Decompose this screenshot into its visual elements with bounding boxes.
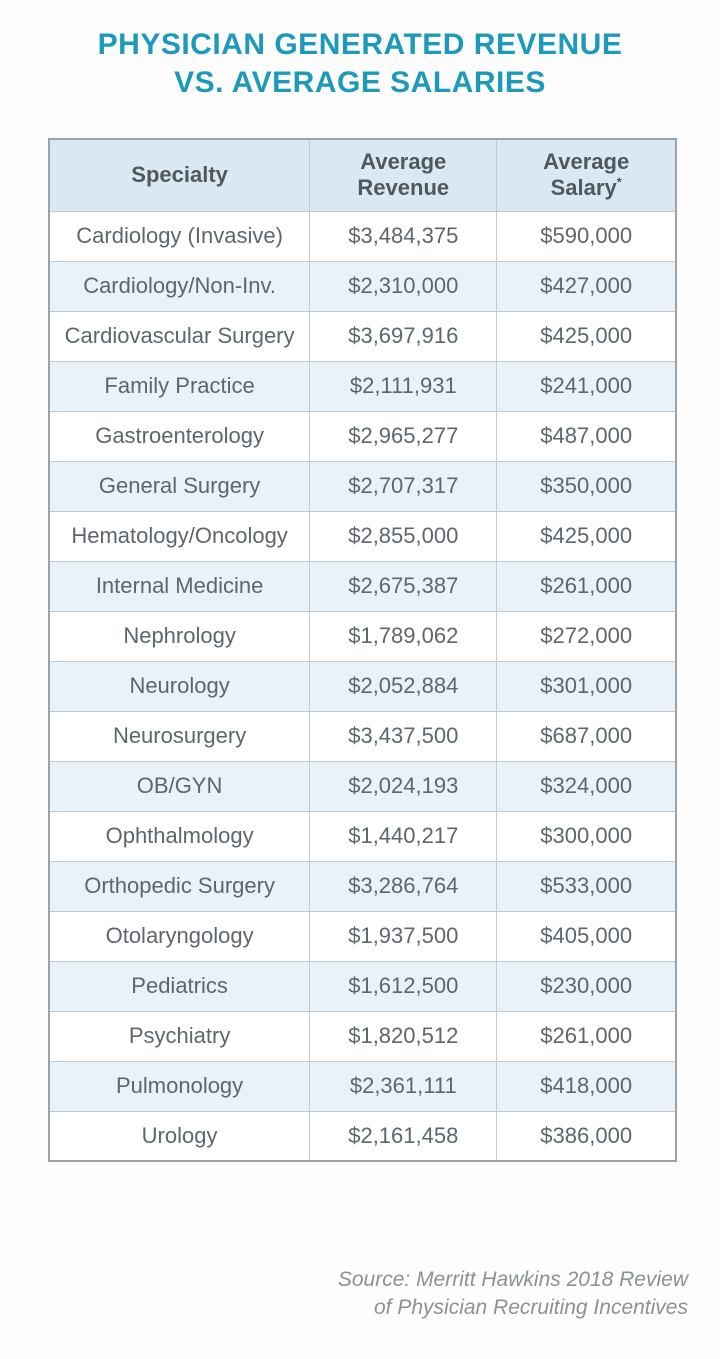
revenue-cell: $2,024,193 [309, 760, 498, 812]
salary-cell: $324,000 [496, 760, 677, 812]
revenue-cell: $2,052,884 [309, 660, 498, 712]
revenue-cell: $2,310,000 [309, 260, 498, 312]
table-row: Nephrology $1,789,062 $272,000 [48, 610, 677, 662]
salary-cell: $241,000 [496, 360, 677, 412]
table-row: Neurosurgery $3,437,500 $687,000 [48, 710, 677, 762]
revenue-cell: $3,484,375 [309, 210, 498, 262]
specialty-cell: Cardiology/Non-Inv. [48, 260, 311, 312]
revenue-cell: $1,612,500 [309, 960, 498, 1012]
table-header: Specialty Average Revenue Average Salary… [48, 138, 677, 212]
revenue-cell: $1,820,512 [309, 1010, 498, 1062]
table-row: Ophthalmology $1,440,217 $300,000 [48, 810, 677, 862]
revenue-cell: $2,161,458 [309, 1110, 498, 1162]
page-title: PHYSICIAN GENERATED REVENUE VS. AVERAGE … [0, 0, 720, 102]
salary-cell: $427,000 [496, 260, 677, 312]
salary-cell: $590,000 [496, 210, 677, 262]
table-header-row: Specialty Average Revenue Average Salary… [48, 138, 677, 212]
table-row: Cardiovascular Surgery $3,697,916 $425,000 [48, 310, 677, 362]
revenue-cell: $3,697,916 [309, 310, 498, 362]
salary-cell: $687,000 [496, 710, 677, 762]
salary-cell: $386,000 [496, 1110, 677, 1162]
specialty-cell: General Surgery [48, 460, 311, 512]
table-row: Family Practice $2,111,931 $241,000 [48, 360, 677, 412]
salary-cell: $230,000 [496, 960, 677, 1012]
revenue-cell: $3,286,764 [309, 860, 498, 912]
specialty-cell: Hematology/Oncology [48, 510, 311, 562]
salary-cell: $487,000 [496, 410, 677, 462]
salary-cell: $405,000 [496, 910, 677, 962]
table-row: Orthopedic Surgery $3,286,764 $533,000 [48, 860, 677, 912]
salary-cell: $261,000 [496, 1010, 677, 1062]
table-row: Otolaryngology $1,937,500 $405,000 [48, 910, 677, 962]
salary-cell: $301,000 [496, 660, 677, 712]
revenue-cell: $1,440,217 [309, 810, 498, 862]
table-row: Pediatrics $1,612,500 $230,000 [48, 960, 677, 1012]
specialty-cell: Cardiovascular Surgery [48, 310, 311, 362]
salary-cell: $300,000 [496, 810, 677, 862]
revenue-cell: $3,437,500 [309, 710, 498, 762]
revenue-cell: $2,361,111 [309, 1060, 498, 1112]
specialty-cell: Family Practice [48, 360, 311, 412]
specialty-cell: Urology [48, 1110, 311, 1162]
salary-footnote-mark: * [616, 174, 622, 190]
revenue-cell: $1,937,500 [309, 910, 498, 962]
salary-column-header: Average Salary* [496, 138, 677, 212]
table-row: Hematology/Oncology $2,855,000 $425,000 [48, 510, 677, 562]
revenue-cell: $2,965,277 [309, 410, 498, 462]
table-body: Cardiology (Invasive) $3,484,375 $590,000 C… [48, 210, 677, 1162]
table-row: Cardiology (Invasive) $3,484,375 $590,000 [48, 210, 677, 262]
table-row: Urology $2,161,458 $386,000 [48, 1110, 677, 1162]
salary-cell: $418,000 [496, 1060, 677, 1112]
source-line2: of Physician Recruiting Incentives [374, 1296, 688, 1319]
page-title-line2: VS. AVERAGE SALARIES [174, 66, 546, 99]
specialty-cell: Cardiology (Invasive) [48, 210, 311, 262]
salary-cell: $272,000 [496, 610, 677, 662]
salary-cell: $425,000 [496, 510, 677, 562]
specialty-cell: Pediatrics [48, 960, 311, 1012]
salary-cell: $533,000 [496, 860, 677, 912]
table-row: Gastroenterology $2,965,277 $487,000 [48, 410, 677, 462]
revenue-cell: $2,111,931 [309, 360, 498, 412]
table-row: General Surgery $2,707,317 $350,000 [48, 460, 677, 512]
specialty-cell: Internal Medicine [48, 560, 311, 612]
revenue-cell: $2,707,317 [309, 460, 498, 512]
specialty-cell: Pulmonology [48, 1060, 311, 1112]
specialty-column-header: Specialty [48, 138, 311, 212]
specialty-cell: OB/GYN [48, 760, 311, 812]
table-row: Internal Medicine $2,675,387 $261,000 [48, 560, 677, 612]
specialty-cell: Orthopedic Surgery [48, 860, 311, 912]
revenue-cell: $1,789,062 [309, 610, 498, 662]
revenue-cell: $2,855,000 [309, 510, 498, 562]
salary-cell: $350,000 [496, 460, 677, 512]
specialty-cell: Neurosurgery [48, 710, 311, 762]
revenue-column-header: Average Revenue [309, 138, 498, 212]
specialty-cell: Gastroenterology [48, 410, 311, 462]
salary-cell: $261,000 [496, 560, 677, 612]
specialty-cell: Ophthalmology [48, 810, 311, 862]
table-row: Psychiatry $1,820,512 $261,000 [48, 1010, 677, 1062]
table-row: Pulmonology $2,361,111 $418,000 [48, 1060, 677, 1112]
specialty-cell: Otolaryngology [48, 910, 311, 962]
table-row: OB/GYN $2,024,193 $324,000 [48, 760, 677, 812]
source-line1: Source: Merritt Hawkins 2018 Review [337, 1268, 688, 1291]
source-attribution: Source: Merritt Hawkins 2018 Review of P… [0, 1266, 688, 1322]
specialty-cell: Nephrology [48, 610, 311, 662]
table-row: Cardiology/Non-Inv. $2,310,000 $427,000 [48, 260, 677, 312]
salary-cell: $425,000 [496, 310, 677, 362]
salary-header-label: Average Salary [543, 149, 630, 201]
specialty-cell: Neurology [48, 660, 311, 712]
page-title-line1: PHYSICIAN GENERATED REVENUE [97, 28, 623, 61]
table-row: Neurology $2,052,884 $301,000 [48, 660, 677, 712]
revenue-cell: $2,675,387 [309, 560, 498, 612]
revenue-salary-table: Specialty Average Revenue Average Salary… [48, 138, 677, 1162]
specialty-cell: Psychiatry [48, 1010, 311, 1062]
